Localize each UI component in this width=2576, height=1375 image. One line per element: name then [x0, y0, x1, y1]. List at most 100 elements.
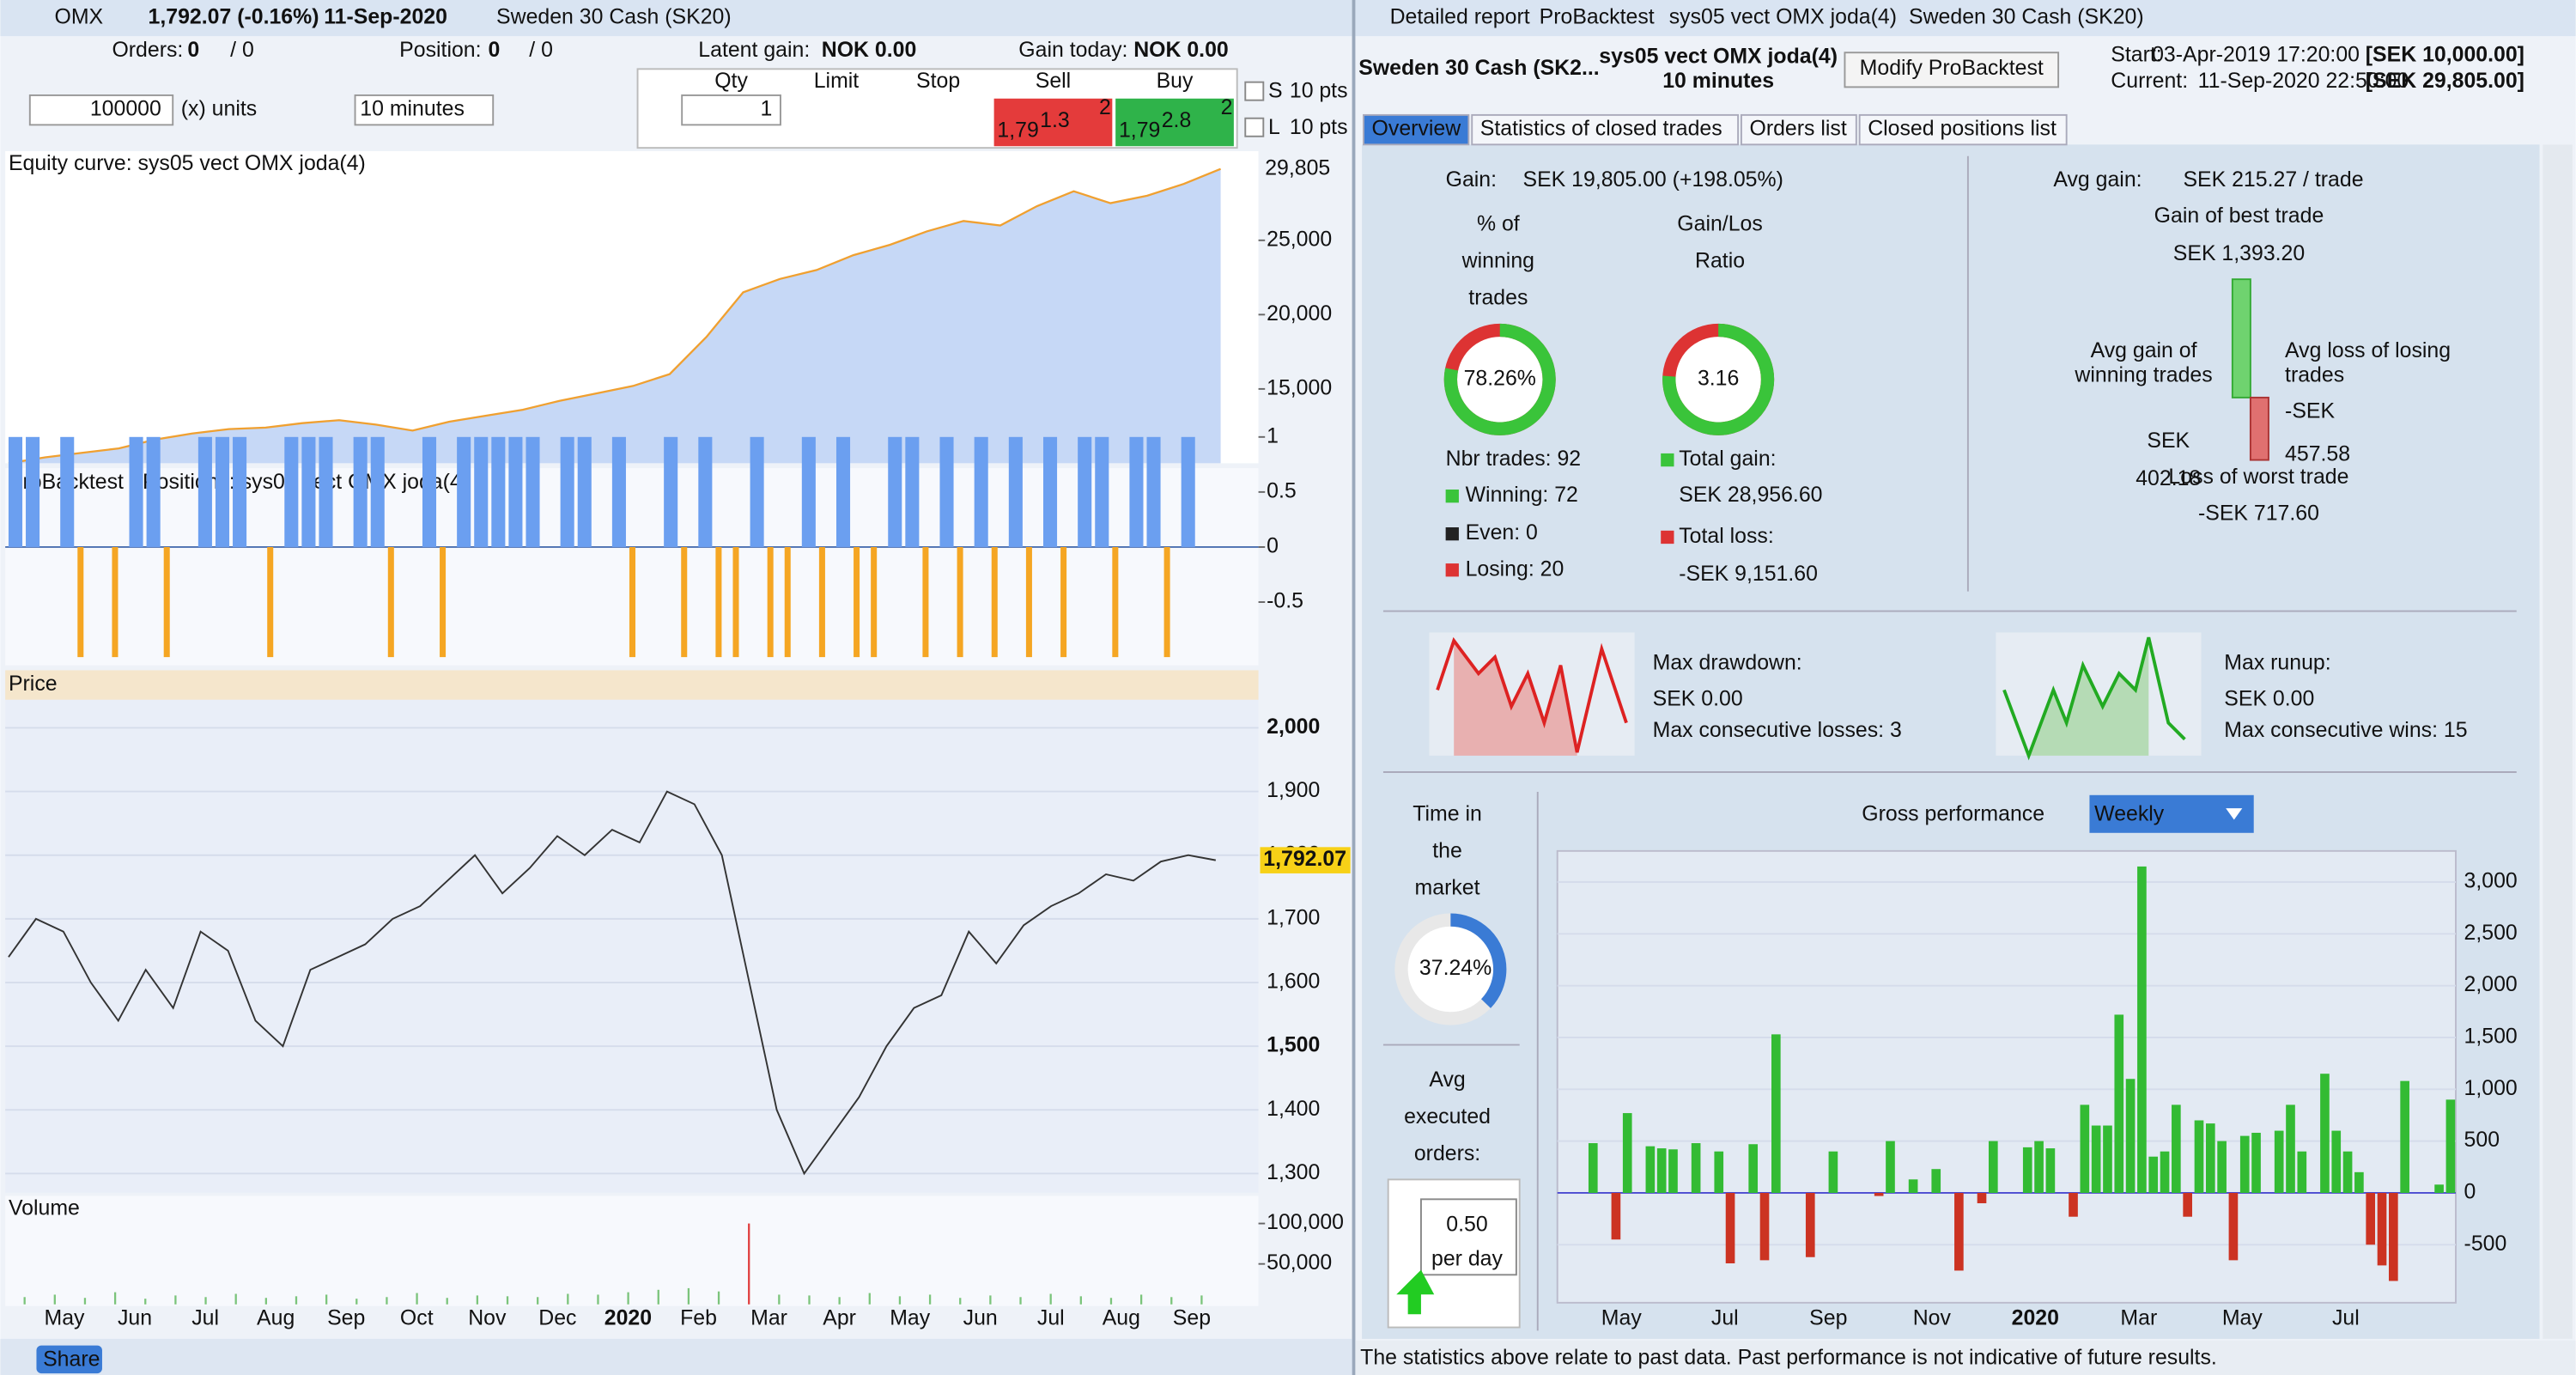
label: Winning: 72 — [1466, 483, 1578, 507]
volume-bar — [506, 1296, 509, 1305]
modify-button[interactable] — [1844, 52, 2060, 88]
period-select[interactable] — [2089, 794, 2254, 833]
label: Ratio — [1695, 249, 1745, 273]
position-bar — [1163, 546, 1170, 658]
tab[interactable] — [1471, 113, 1740, 146]
tab-label: Closed positions list — [1868, 117, 2057, 141]
y-tick-label: 1 — [1267, 423, 1279, 447]
label: pts — [1319, 115, 1347, 139]
label: Avg gain: — [2053, 167, 2142, 192]
position-bar — [922, 546, 929, 658]
label: Gain today: — [1018, 38, 1127, 62]
y-tick-label: -500 — [2464, 1232, 2507, 1256]
x-tick-label: May — [1601, 1306, 1643, 1330]
label: Latent gain: — [698, 38, 810, 62]
label: 2 — [1099, 95, 1111, 119]
position-bar — [457, 436, 471, 547]
label: 3.16 — [1698, 366, 1739, 390]
weekly-bar — [2160, 1151, 2170, 1193]
x-tick-label: Jul — [191, 1306, 219, 1330]
donut-arc — [1394, 913, 1507, 1025]
price-panel — [5, 699, 1259, 1193]
right-title-bar — [1355, 0, 2576, 37]
x-tick-label: May — [890, 1306, 931, 1330]
y-tick-label: 1,500 — [2464, 1025, 2518, 1049]
position-bar — [888, 436, 902, 547]
weekly-bar — [2320, 1074, 2330, 1193]
label: 2.8 — [1162, 108, 1192, 132]
label: 37.24% — [1419, 956, 1492, 980]
weekly-bar — [1714, 1151, 1724, 1193]
label: 11-Sep-2020 22:50:00 — [2198, 69, 2409, 93]
checkbox[interactable] — [1244, 117, 1265, 137]
position-bar — [715, 546, 722, 658]
label: 1.3 — [1040, 108, 1070, 132]
best-trade-bar — [2231, 278, 2251, 399]
volume-bar — [144, 1299, 147, 1305]
timeframe-select[interactable] — [354, 94, 495, 126]
label: Share — [43, 1347, 100, 1371]
volume-bar — [325, 1294, 328, 1305]
tab[interactable] — [1363, 113, 1470, 146]
x-tick-label: Aug — [1103, 1306, 1140, 1330]
label: Buy — [1157, 69, 1194, 93]
x-tick-label: Aug — [257, 1306, 295, 1330]
y-tick-label: 500 — [2464, 1128, 2500, 1152]
volume-bar — [355, 1299, 358, 1305]
label: Nbr trades: 92 — [1446, 447, 1582, 471]
label: 1,792.07 (-0.16%) — [149, 5, 319, 29]
weekly-bar — [2125, 1079, 2136, 1193]
panel-title: Price — [9, 672, 58, 696]
position-bar — [474, 436, 489, 547]
qty-input[interactable] — [681, 94, 781, 126]
volume-bar — [386, 1297, 388, 1305]
position-bar — [215, 436, 230, 547]
label: SEK — [2147, 429, 2190, 453]
volume-bar — [989, 1295, 992, 1305]
scrollbar[interactable] — [2543, 144, 2573, 1339]
dropdown-arrow — [2226, 808, 2243, 820]
weekly-bar — [2205, 1123, 2215, 1193]
volume-bar — [476, 1295, 479, 1305]
weekly-bar — [1805, 1192, 1815, 1257]
weekly-bar — [2080, 1104, 2090, 1193]
tab[interactable] — [1858, 113, 2068, 146]
legend-square — [1661, 453, 1674, 467]
last-price-label: 1,792.07 — [1263, 847, 1346, 871]
weekly-bar — [2331, 1130, 2342, 1193]
weekly-bar — [1611, 1192, 1621, 1240]
position-bar — [681, 546, 688, 658]
position-bar — [267, 546, 274, 658]
volume-bar — [959, 1298, 962, 1305]
position-bar — [939, 436, 954, 547]
checkbox[interactable] — [1244, 81, 1265, 101]
position-bar — [1112, 546, 1119, 658]
equity-line — [8, 167, 1222, 465]
weekly-bar — [2228, 1192, 2239, 1261]
tab[interactable] — [1740, 113, 1857, 146]
label: market — [1415, 875, 1480, 899]
label: NOK 0.00 — [1133, 38, 1229, 62]
weekly-bar — [2274, 1130, 2284, 1193]
y-tick-label: 1,300 — [1267, 1160, 1320, 1184]
label: Sweden 30 Cash (SK20) — [1909, 5, 2144, 29]
weekly-bar — [2434, 1184, 2444, 1193]
label: the — [1432, 838, 1462, 862]
position-bar — [112, 546, 118, 658]
label: Sweden 30 Cash (SK2... — [1358, 56, 1599, 80]
volume-bar — [53, 1294, 56, 1305]
x-tick-label: 2020 — [2012, 1306, 2059, 1330]
label: Sell — [1036, 69, 1071, 93]
volume-bar — [838, 1297, 841, 1305]
label: orders: — [1414, 1141, 1480, 1165]
label: Max drawdown: — [1653, 650, 1802, 674]
label: SEK 0.00 — [1653, 686, 1743, 710]
sell-button[interactable] — [993, 98, 1113, 147]
x-tick-label: Sep — [1173, 1306, 1211, 1330]
label: 10 minutes — [1662, 69, 1774, 93]
legend-square — [1445, 563, 1459, 577]
share-button[interactable] — [36, 1345, 102, 1374]
quantity-input[interactable] — [28, 94, 174, 126]
buy-button[interactable] — [1115, 98, 1234, 147]
weekly-bar — [2114, 1014, 2124, 1193]
